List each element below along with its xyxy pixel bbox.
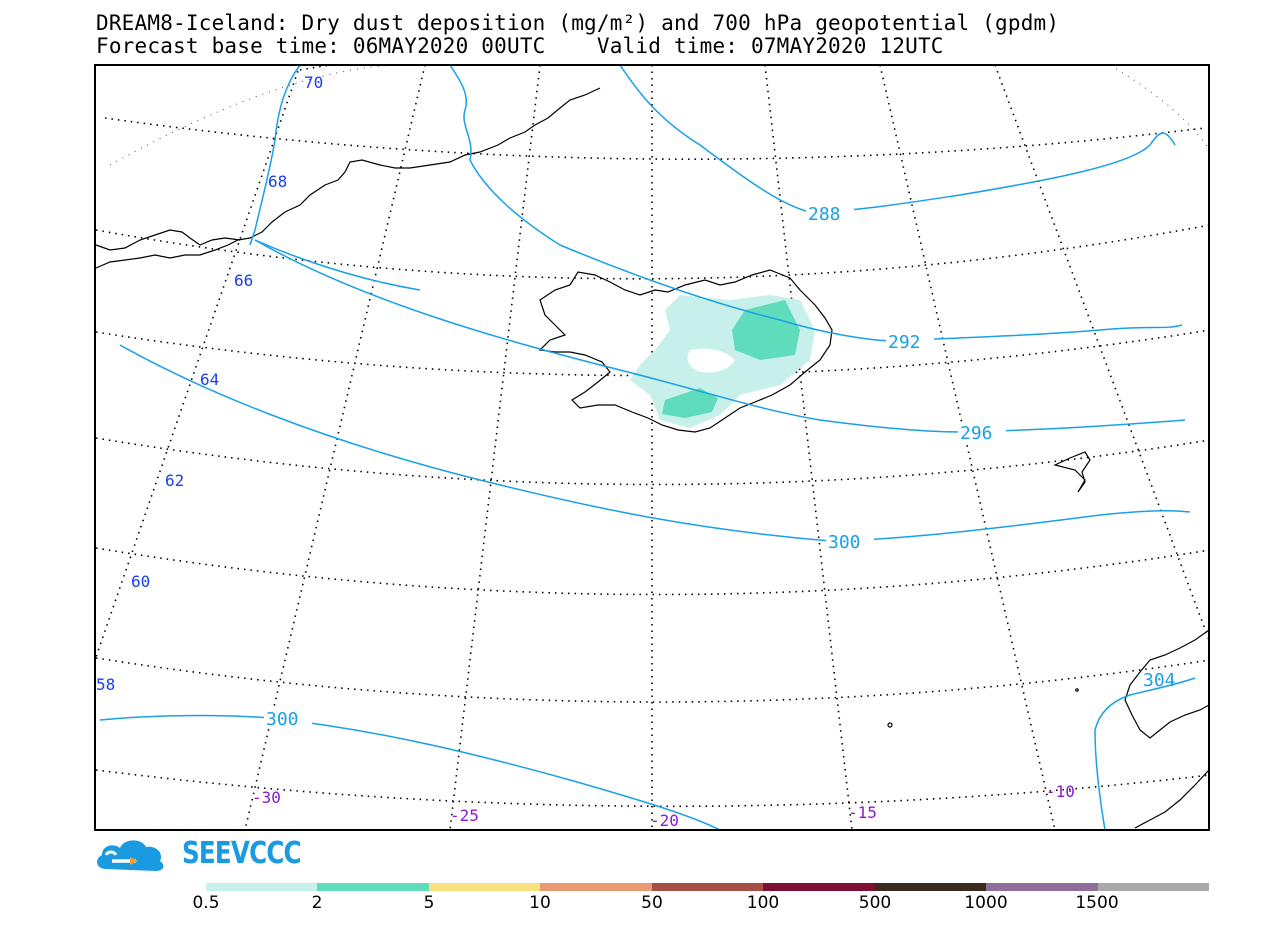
legend-swatch [206, 883, 318, 891]
map-frame [94, 64, 1210, 831]
legend-swatch [540, 883, 652, 891]
legend-label: 50 [641, 893, 663, 913]
coastlines [95, 87, 1209, 829]
legend-swatch [874, 883, 987, 891]
contour-label: 300 [266, 709, 299, 730]
contour-label: 292 [888, 332, 921, 353]
legend-label: 1000 [964, 893, 1008, 913]
outer-graticule [109, 65, 1209, 166]
legend-swatch [763, 883, 875, 891]
legend-swatch [428, 883, 541, 891]
legend-label: 100 [746, 893, 780, 913]
legend-swatch [651, 883, 764, 891]
legend-label: 5 [423, 893, 435, 913]
lat-label: 70 [304, 73, 323, 92]
lon-label: -15 [848, 803, 877, 822]
contour-label: 300 [828, 532, 861, 553]
legend-swatch [317, 883, 429, 891]
contour-label: 296 [960, 423, 993, 444]
legend-label: 2 [311, 893, 323, 913]
legend-label: 1500 [1075, 893, 1119, 913]
logo-text: SEEVCCC [182, 836, 302, 871]
lon-label: -25 [450, 806, 479, 825]
legend-swatch [1097, 883, 1209, 891]
lat-label: 64 [200, 370, 219, 389]
contour-labels: 288 292 296 300 300 304 [264, 203, 1176, 730]
lon-label: -20 [650, 811, 679, 830]
contour-label: 288 [808, 204, 841, 225]
longitude-graticule [95, 65, 1209, 830]
longitude-labels: -30 -25 -20 -15 -10 [252, 782, 1075, 830]
lon-label: -10 [1046, 782, 1075, 801]
contour-label: 304 [1143, 670, 1176, 691]
map-content [95, 65, 1209, 830]
geopotential-contours [99, 65, 1196, 830]
lat-label: 66 [234, 271, 253, 290]
dust-deposition-areas [630, 295, 815, 428]
legend-label: 0.5 [192, 893, 220, 913]
lat-label: 58 [96, 675, 115, 694]
legend-label: 500 [858, 893, 892, 913]
map-subtitle-times: Forecast base time: 06MAY2020 00UTC Vali… [96, 34, 944, 58]
color-scale-legend [206, 883, 1209, 891]
legend-swatch [986, 883, 1098, 891]
lon-label: -30 [252, 788, 281, 807]
map-title: DREAM8-Iceland: Dry dust deposition (mg/… [96, 11, 1060, 35]
lat-label: 62 [165, 471, 184, 490]
lat-label: 68 [268, 172, 287, 191]
latitude-labels: 70 68 66 64 62 60 58 [96, 73, 323, 694]
legend-label: 10 [529, 893, 551, 913]
cloud-logo-icon [97, 840, 164, 871]
lat-label: 60 [131, 572, 150, 591]
